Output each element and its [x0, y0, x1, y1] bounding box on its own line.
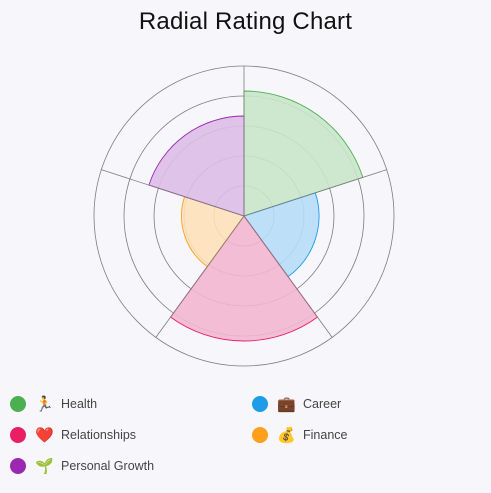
sector-finance[interactable]: [181, 196, 245, 268]
legend-label-personal-growth: Personal Growth: [61, 459, 155, 473]
legend-item-health[interactable]: 🏃 Health: [10, 395, 97, 413]
sector-layer: [148, 90, 364, 342]
chart-title: Radial Rating Chart: [138, 8, 353, 35]
legend-swatch-finance: [252, 427, 268, 443]
legend-swatch-personal-growth: [10, 458, 26, 474]
spoke-line: [155, 215, 245, 338]
legend-item-relationships[interactable]: ❤️ Relationships: [10, 426, 136, 444]
legend-item-finance[interactable]: 💰 Finance: [252, 426, 347, 444]
spoke-line: [101, 169, 245, 217]
briefcase-icon: 💼: [277, 395, 296, 413]
spoke-line: [243, 169, 387, 217]
legend-item-career[interactable]: 💼 Career: [252, 395, 341, 413]
legend-label-finance: Finance: [303, 428, 348, 442]
sector-health[interactable]: [243, 90, 364, 217]
sector-personal-growth[interactable]: [148, 115, 245, 217]
money-bag-icon: 💰: [277, 426, 296, 444]
legend-swatch-career: [252, 396, 268, 412]
legend-item-personal-growth[interactable]: 🌱 Personal Growth: [10, 457, 154, 475]
seedling-icon: 🌱: [35, 457, 54, 475]
legend-label-career: Career: [303, 397, 342, 411]
runner-icon: 🏃: [35, 395, 54, 413]
heart-icon: ❤️: [35, 426, 54, 444]
sector-relationships[interactable]: [169, 215, 319, 342]
legend-swatch-health: [10, 396, 26, 412]
sector-career[interactable]: [243, 192, 320, 278]
legend-label-health: Health: [61, 397, 98, 411]
legend-swatch-relationships: [10, 427, 26, 443]
legend-label-relationships: Relationships: [61, 428, 137, 442]
spoke-layer: [101, 66, 387, 338]
spoke-line: [243, 215, 333, 338]
